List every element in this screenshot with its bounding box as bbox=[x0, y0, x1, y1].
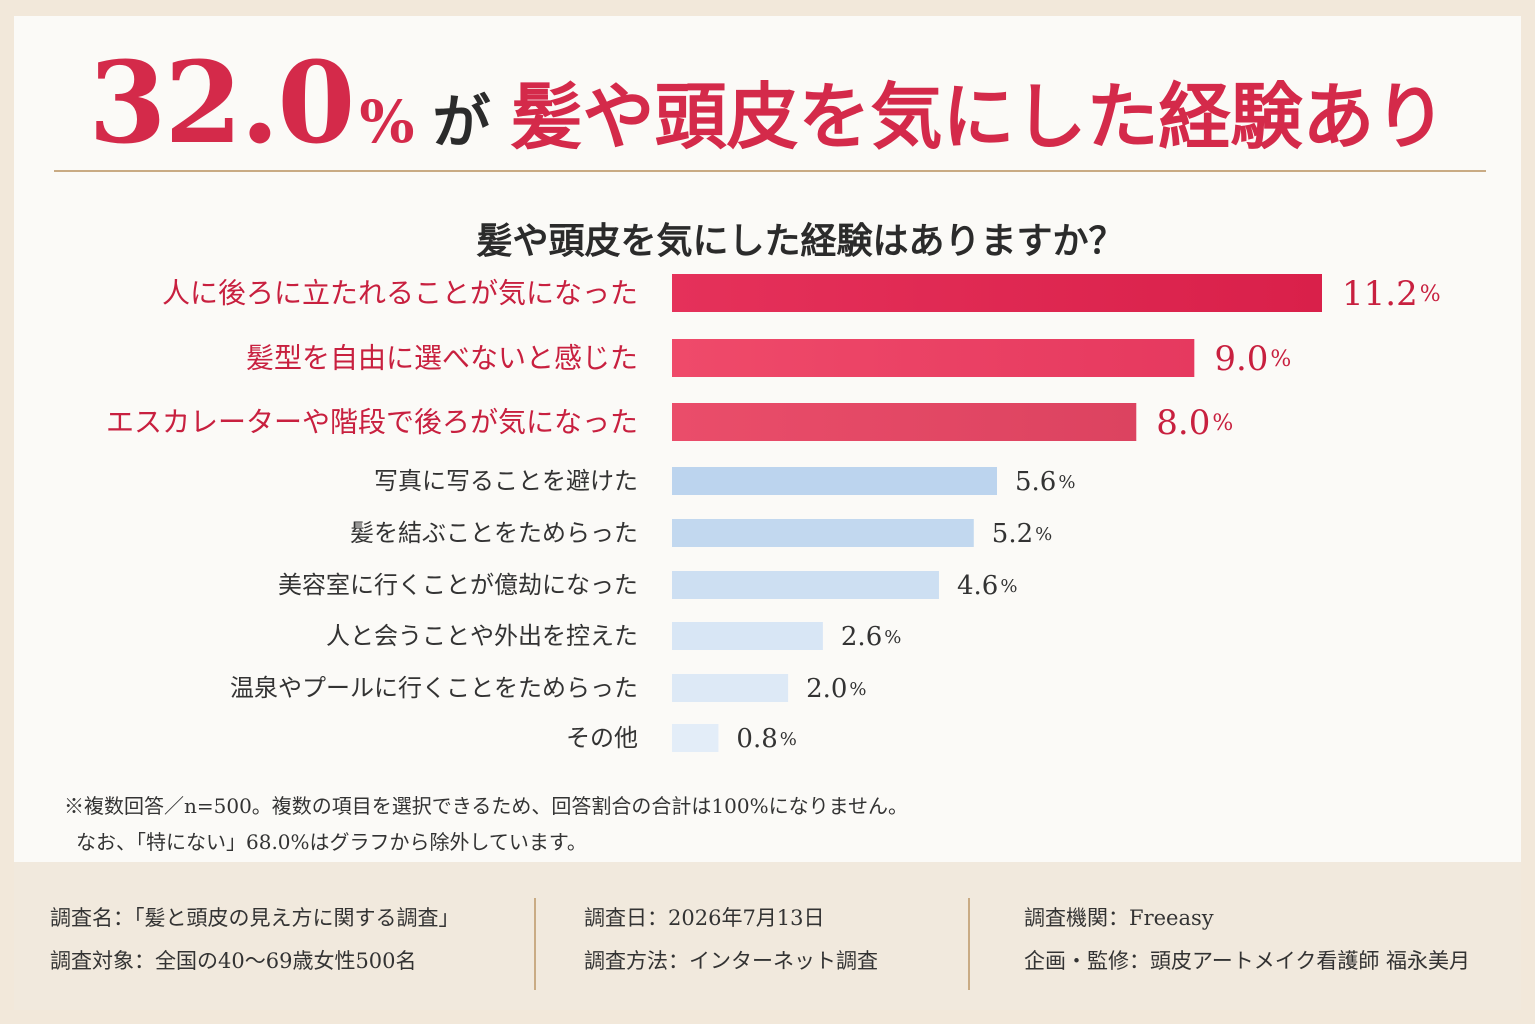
bar bbox=[672, 403, 1137, 441]
infographic-card: 32.0 % が 髪や頭皮を気にした経験あり 髪や頭皮を気にした経験はありますか… bbox=[14, 16, 1521, 1010]
footer-col-1: 調査名：「髪と頭皮の見え方に関する調査」 調査対象：全国の40〜69歳女性500… bbox=[50, 902, 460, 988]
value-label: 9.0% bbox=[1214, 339, 1291, 379]
footer-col-2: 調査日：2026年7月13日 調査方法：インターネット調査 bbox=[584, 902, 878, 988]
bar bbox=[672, 519, 974, 547]
headline-percent: % bbox=[359, 88, 415, 156]
survey-method: 調査方法：インターネット調査 bbox=[584, 949, 878, 973]
bar bbox=[672, 571, 939, 599]
bar bbox=[672, 724, 719, 752]
category-label: 人と会うことや外出を控えた bbox=[326, 622, 638, 650]
bar bbox=[672, 674, 789, 702]
footer-divider bbox=[534, 898, 536, 990]
bar bbox=[672, 467, 997, 495]
headline-divider bbox=[54, 170, 1486, 172]
headline-text: 髪や頭皮を気にした経験あり bbox=[510, 74, 1447, 159]
bar bbox=[672, 339, 1195, 377]
note-line-2: なお、「特にない」68.0%はグラフから除外しています。 bbox=[76, 830, 587, 854]
category-label: エスカレーターや階段で後ろが気になった bbox=[106, 406, 638, 439]
survey-date: 調査日：2026年7月13日 bbox=[584, 906, 825, 930]
value-label: 2.6% bbox=[841, 622, 901, 652]
note-line-1: ※複数回答／n=500。複数の項目を選択できるため、回答割合の合計は100%にな… bbox=[64, 794, 908, 818]
footer-col-3: 調査機関：Freeasy 企画・監修：頭皮アートメイク看護師 福永美月 bbox=[1024, 902, 1470, 988]
category-label: 髪型を自由に選べないと感じた bbox=[246, 342, 638, 375]
category-label: 温泉やプールに行くことをためらった bbox=[230, 674, 638, 702]
survey-footer: 調査名：「髪と頭皮の見え方に関する調査」 調査対象：全国の40〜69歳女性500… bbox=[14, 862, 1521, 1010]
category-label: その他 bbox=[566, 724, 638, 752]
chart-title: 髪や頭皮を気にした経験はありますか？ bbox=[476, 220, 1125, 262]
bar bbox=[672, 622, 823, 650]
category-label: 写真に写ることを避けた bbox=[374, 467, 638, 495]
headline: 32.0 % が 髪や頭皮を気にした経験あり bbox=[14, 38, 1521, 178]
value-label: 0.8% bbox=[736, 724, 796, 754]
survey-name: 調査名：「髪と頭皮の見え方に関する調査」 bbox=[50, 906, 460, 930]
bar bbox=[672, 274, 1322, 312]
value-label: 2.0% bbox=[806, 674, 866, 704]
category-label: 人に後ろに立たれることが気になった bbox=[162, 277, 638, 310]
survey-organization: 調査機関：Freeasy bbox=[1024, 906, 1214, 930]
survey-target: 調査対象：全国の40〜69歳女性500名 bbox=[50, 949, 417, 973]
value-label: 4.6% bbox=[957, 571, 1017, 601]
value-label: 11.2% bbox=[1342, 274, 1441, 314]
category-label: 髪を結ぶことをためらった bbox=[350, 519, 638, 547]
footer-divider bbox=[968, 898, 970, 990]
headline-number: 32.0 bbox=[88, 38, 356, 169]
bar-chart: 人に後ろに立たれることが気になった 11.2% 髪型を自由に選べないと感じた 9.0%… bbox=[106, 274, 1441, 754]
category-label: 美容室に行くことが億劫になった bbox=[278, 571, 638, 599]
value-label: 8.0% bbox=[1156, 403, 1233, 443]
survey-supervisor: 企画・監修：頭皮アートメイク看護師 福永美月 bbox=[1024, 949, 1470, 973]
value-label: 5.6% bbox=[1015, 467, 1075, 497]
value-label: 5.2% bbox=[992, 519, 1052, 549]
headline-particle: が bbox=[432, 88, 491, 156]
